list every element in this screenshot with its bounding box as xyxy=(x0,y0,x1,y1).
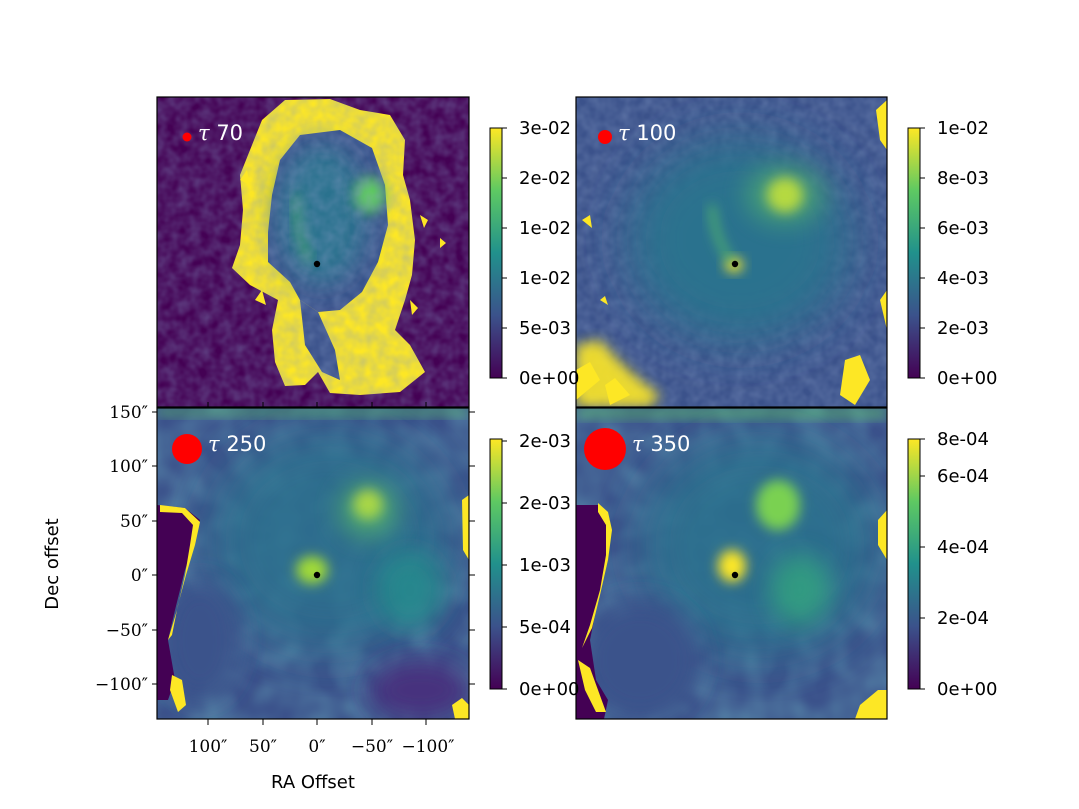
colorbar-tick-label: 6e-04 xyxy=(937,466,989,487)
colorbar-tick-label: 0e+00 xyxy=(937,368,998,389)
colorbar-gradient xyxy=(489,438,503,690)
colorbar-tick-label: 2e-03 xyxy=(519,431,571,452)
heatmap-image xyxy=(576,408,887,719)
center-marker xyxy=(731,260,739,268)
panel-tau-100: τ 100 xyxy=(575,96,888,408)
y-tick-label: −100″ xyxy=(95,675,148,695)
x-tick-label: 0″ xyxy=(308,737,325,757)
panel-title-tau-70: τ 70 xyxy=(198,121,243,145)
y-tick-label: 50″ xyxy=(120,512,148,532)
colorbar-tick-label: 2e-03 xyxy=(937,318,989,339)
panel-frame xyxy=(156,407,470,720)
panel-frame xyxy=(575,96,888,408)
heatmap-image xyxy=(576,97,887,407)
x-tick-label: 100″ xyxy=(189,737,228,757)
y-tick-label: −50″ xyxy=(106,621,148,641)
panel-tau-350: τ 350 xyxy=(575,407,888,720)
colorbar-tick-label: 1e-03 xyxy=(519,555,571,576)
colorbar-tick-label: 5e-03 xyxy=(519,318,571,339)
panel-title-tau-250: τ 250 xyxy=(208,432,266,456)
center-marker xyxy=(313,260,321,268)
y-axis: 150″ 100″ 50″ 0″ −50″ −100″ xyxy=(95,403,475,695)
y-tick-label: 100″ xyxy=(109,457,148,477)
colorbar-tau-250: 0e+00 5e-04 1e-03 2e-03 2e-03 xyxy=(489,431,580,700)
colorbar-gradient xyxy=(489,127,503,379)
beam-size-marker xyxy=(598,130,612,144)
beam-size-marker xyxy=(584,428,626,470)
panel-title-tau-100: τ 100 xyxy=(618,121,676,145)
heatmap-image xyxy=(157,97,469,407)
heatmap-image xyxy=(157,408,469,719)
panel-tau-250: τ 250 150″ 100″ 50″ 0″ −50″ −100″ xyxy=(95,402,475,757)
colorbar-tick-label: 5e-04 xyxy=(519,617,571,638)
x-axis: 100″ 50″ 0″ −50″ −100″ xyxy=(189,402,455,757)
x-tick-label: 50″ xyxy=(249,737,277,757)
colorbar-tau-350: 0e+00 2e-04 4e-04 6e-04 8e-04 xyxy=(907,429,998,700)
y-tick-label: 150″ xyxy=(109,403,148,423)
x-axis-label: RA Offset xyxy=(271,772,355,793)
colorbar-tick-label: 2e-03 xyxy=(519,493,571,514)
colorbar-tau-100: 0e+00 2e-03 4e-03 6e-03 8e-03 1e-02 xyxy=(907,118,998,389)
colorbar-tick-label: 8e-03 xyxy=(937,168,989,189)
panel-frame xyxy=(156,96,470,408)
center-marker xyxy=(731,571,739,579)
colorbar-tick-label: 6e-03 xyxy=(937,218,989,239)
x-tick-label: −50″ xyxy=(351,737,393,757)
colorbar-tick-label: 1e-02 xyxy=(519,268,571,289)
colorbar-tick-label: 1e-02 xyxy=(519,218,571,239)
y-axis-label: Dec offset xyxy=(42,518,63,609)
panel-tau-70: τ 70 xyxy=(156,96,470,408)
colorbar-tick-label: 2e-04 xyxy=(937,608,989,629)
colorbar-tick-label: 0e+00 xyxy=(519,679,580,700)
panel-frame xyxy=(575,407,888,720)
colorbar-tick-label: 1e-02 xyxy=(937,118,989,139)
colorbar-tick-label: 3e-02 xyxy=(519,118,571,139)
colorbar-tick-label: 0e+00 xyxy=(519,368,580,389)
colorbar-tick-label: 2e-02 xyxy=(519,168,571,189)
colorbar-tick-label: 4e-03 xyxy=(937,268,989,289)
colorbar-tick-label: 0e+00 xyxy=(937,679,998,700)
colorbar-tau-70: 0e+00 5e-03 1e-02 1e-02 2e-02 3e-02 xyxy=(489,118,580,389)
y-tick-label: 0″ xyxy=(131,566,148,586)
beam-size-marker xyxy=(182,132,192,142)
beam-size-marker xyxy=(172,434,202,464)
colorbar-gradient xyxy=(907,127,921,379)
colorbar-tick-label: 4e-04 xyxy=(937,537,989,558)
colorbar-gradient xyxy=(907,438,921,690)
center-marker xyxy=(313,571,321,579)
panel-title-tau-350: τ 350 xyxy=(632,432,690,456)
colorbar-tick-label: 8e-04 xyxy=(937,429,989,450)
x-tick-label: −100″ xyxy=(401,737,454,757)
